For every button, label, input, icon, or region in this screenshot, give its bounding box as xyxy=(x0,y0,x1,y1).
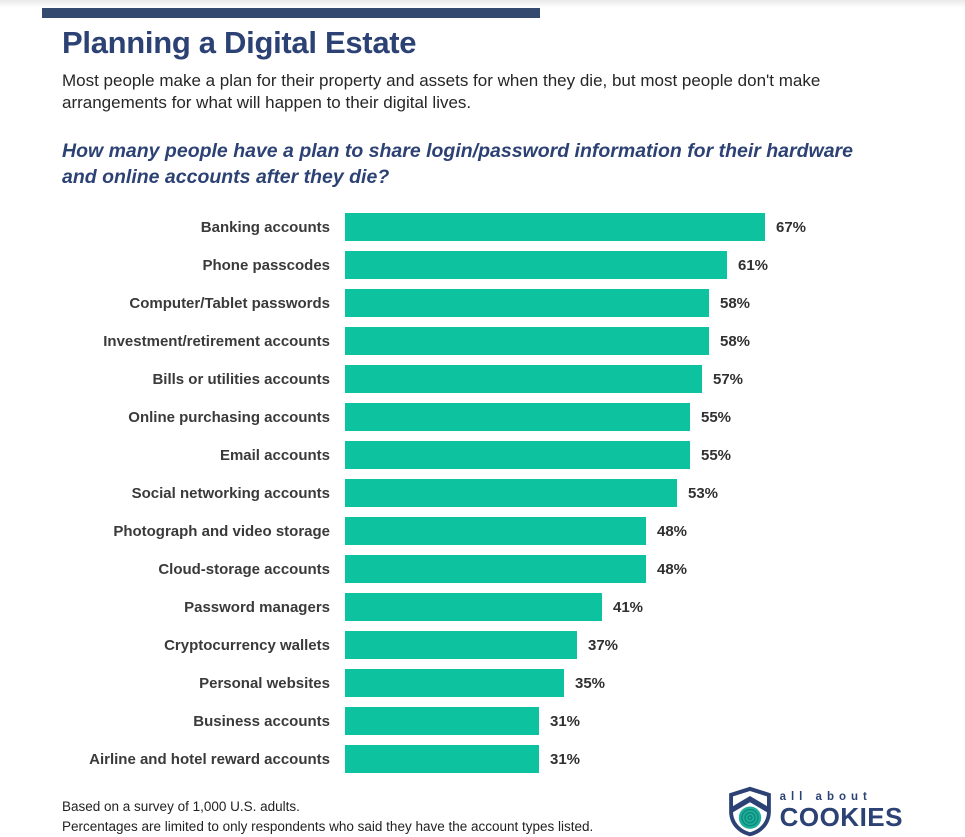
chart-row: Business accounts 31% xyxy=(62,702,903,740)
category-label: Cloud-storage accounts xyxy=(158,560,330,578)
category-label: Computer/Tablet passwords xyxy=(129,294,330,312)
chart-row: Banking accounts 67% xyxy=(62,208,903,246)
category-label: Photograph and video storage xyxy=(113,522,330,540)
category-label: Banking accounts xyxy=(200,218,330,236)
category-label: Email accounts xyxy=(219,446,330,464)
bar xyxy=(345,251,727,280)
value-label: 35% xyxy=(575,674,606,692)
value-label: 31% xyxy=(550,750,581,768)
category-label: Social networking accounts xyxy=(131,484,330,502)
bar xyxy=(345,517,646,546)
chart-row: Social networking accounts 53% xyxy=(62,474,903,512)
bar xyxy=(345,593,602,622)
logo-wordmark: all about COOKIES xyxy=(779,790,903,833)
category-label: Phone passcodes xyxy=(202,256,330,274)
value-label: 31% xyxy=(550,712,581,730)
category-label: Business accounts xyxy=(193,712,330,730)
bar xyxy=(345,289,709,318)
bar xyxy=(345,669,564,698)
chart-row: Online purchasing accounts 55% xyxy=(62,398,903,436)
value-label: 48% xyxy=(657,522,688,540)
value-label: 55% xyxy=(701,408,732,426)
chart-row: Phone passcodes 61% xyxy=(62,246,903,284)
value-label: 58% xyxy=(720,332,751,350)
header-accent-rule xyxy=(42,8,540,18)
chart-row: Airline and hotel reward accounts 31% xyxy=(62,740,903,778)
allaboutcookies-logo: all about COOKIES xyxy=(726,786,903,837)
bar xyxy=(345,555,646,584)
logo-text-bottom: COOKIES xyxy=(779,802,903,833)
bar xyxy=(345,479,677,508)
chart-row: Photograph and video storage 48% xyxy=(62,512,903,550)
value-label: 55% xyxy=(701,446,732,464)
category-label: Personal websites xyxy=(199,674,330,692)
footer: Based on a survey of 1,000 U.S. adults. … xyxy=(62,786,903,837)
chart-row: Email accounts 55% xyxy=(62,436,903,474)
category-label: Bills or utilities accounts xyxy=(152,370,330,388)
value-label: 53% xyxy=(688,484,719,502)
bar xyxy=(345,745,539,774)
chart-row: Investment/retirement accounts 58% xyxy=(62,322,903,360)
footnote-line-1: Based on a survey of 1,000 U.S. adults. xyxy=(62,798,300,814)
value-label: 67% xyxy=(776,218,807,236)
value-label: 58% xyxy=(720,294,751,312)
shield-fingerprint-icon xyxy=(726,786,774,837)
subtitle: Most people make a plan for their proper… xyxy=(62,70,821,112)
chart-row: Cloud-storage accounts 48% xyxy=(62,550,903,588)
logo-text-top: all about xyxy=(779,790,872,803)
category-label: Cryptocurrency wallets xyxy=(164,636,330,654)
value-label: 41% xyxy=(613,598,644,616)
category-label: Online purchasing accounts xyxy=(128,408,330,426)
chart-row: Computer/Tablet passwords 58% xyxy=(62,284,903,322)
category-label: Airline and hotel reward accounts xyxy=(89,750,330,768)
value-label: 61% xyxy=(738,256,769,274)
category-label: Password managers xyxy=(184,598,330,616)
value-label: 48% xyxy=(657,560,688,578)
bar xyxy=(345,441,690,470)
chart-row: Password managers 41% xyxy=(62,588,903,626)
category-label: Investment/retirement accounts xyxy=(103,332,330,350)
chart-row: Personal websites 35% xyxy=(62,664,903,702)
bar-chart: Banking accounts 67% Phone passcodes 61% Com… xyxy=(62,208,903,778)
bar xyxy=(345,631,577,660)
bar xyxy=(345,213,765,242)
value-label: 37% xyxy=(588,636,619,654)
page-title: Planning a Digital Estate xyxy=(62,25,417,60)
bar xyxy=(345,403,690,432)
footnotes: Based on a survey of 1,000 U.S. adults. … xyxy=(62,797,593,837)
chart-question: How many people have a plan to share log… xyxy=(62,140,853,189)
bar xyxy=(345,327,709,356)
page-top-edge xyxy=(0,0,965,8)
bar xyxy=(345,707,539,736)
bar xyxy=(345,365,702,394)
chart-row: Bills or utilities accounts 57% xyxy=(62,360,903,398)
value-label: 57% xyxy=(713,370,744,388)
chart-row: Cryptocurrency wallets 37% xyxy=(62,626,903,664)
footnote-line-2: Percentages are limited to only responde… xyxy=(62,819,594,835)
